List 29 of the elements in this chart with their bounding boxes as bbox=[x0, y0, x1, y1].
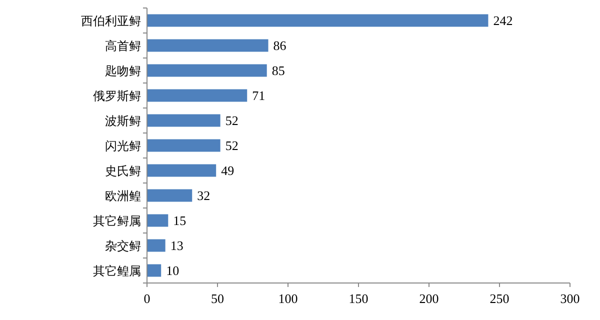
data-label: 242 bbox=[493, 13, 513, 28]
y-tick-label: 其它鲟属 bbox=[93, 214, 141, 228]
y-tick-label: 其它鳇属 bbox=[93, 264, 141, 278]
y-tick-label: 欧洲鳇 bbox=[105, 189, 141, 203]
x-tick-label: 250 bbox=[490, 291, 510, 306]
data-label: 71 bbox=[252, 88, 266, 103]
x-tick-label: 50 bbox=[211, 291, 224, 306]
data-label: 52 bbox=[225, 138, 238, 153]
data-label: 10 bbox=[166, 263, 180, 278]
x-tick-label: 0 bbox=[144, 291, 150, 306]
y-tick-label: 匙吻鲟 bbox=[105, 64, 141, 78]
data-label: 13 bbox=[170, 238, 184, 253]
data-label: 32 bbox=[197, 188, 210, 203]
data-label: 15 bbox=[173, 213, 186, 228]
x-tick-label: 100 bbox=[278, 291, 298, 306]
data-label: 49 bbox=[221, 163, 234, 178]
data-label: 85 bbox=[272, 63, 285, 78]
y-tick-label: 波斯鲟 bbox=[105, 114, 141, 128]
y-tick-label: 杂交鲟 bbox=[105, 239, 141, 253]
data-label: 86 bbox=[273, 38, 287, 53]
x-tick-label: 200 bbox=[419, 291, 439, 306]
y-tick-label: 史氏鲟 bbox=[105, 164, 141, 178]
y-tick-label: 闪光鲟 bbox=[105, 139, 141, 153]
data-label: 52 bbox=[225, 113, 238, 128]
y-tick-label: 西伯利亚鲟 bbox=[81, 14, 141, 28]
x-tick-label: 150 bbox=[348, 291, 368, 306]
y-tick-label: 俄罗斯鲟 bbox=[93, 89, 141, 103]
y-tick-label: 高首鲟 bbox=[105, 39, 141, 53]
x-tick-label: 300 bbox=[560, 291, 580, 306]
